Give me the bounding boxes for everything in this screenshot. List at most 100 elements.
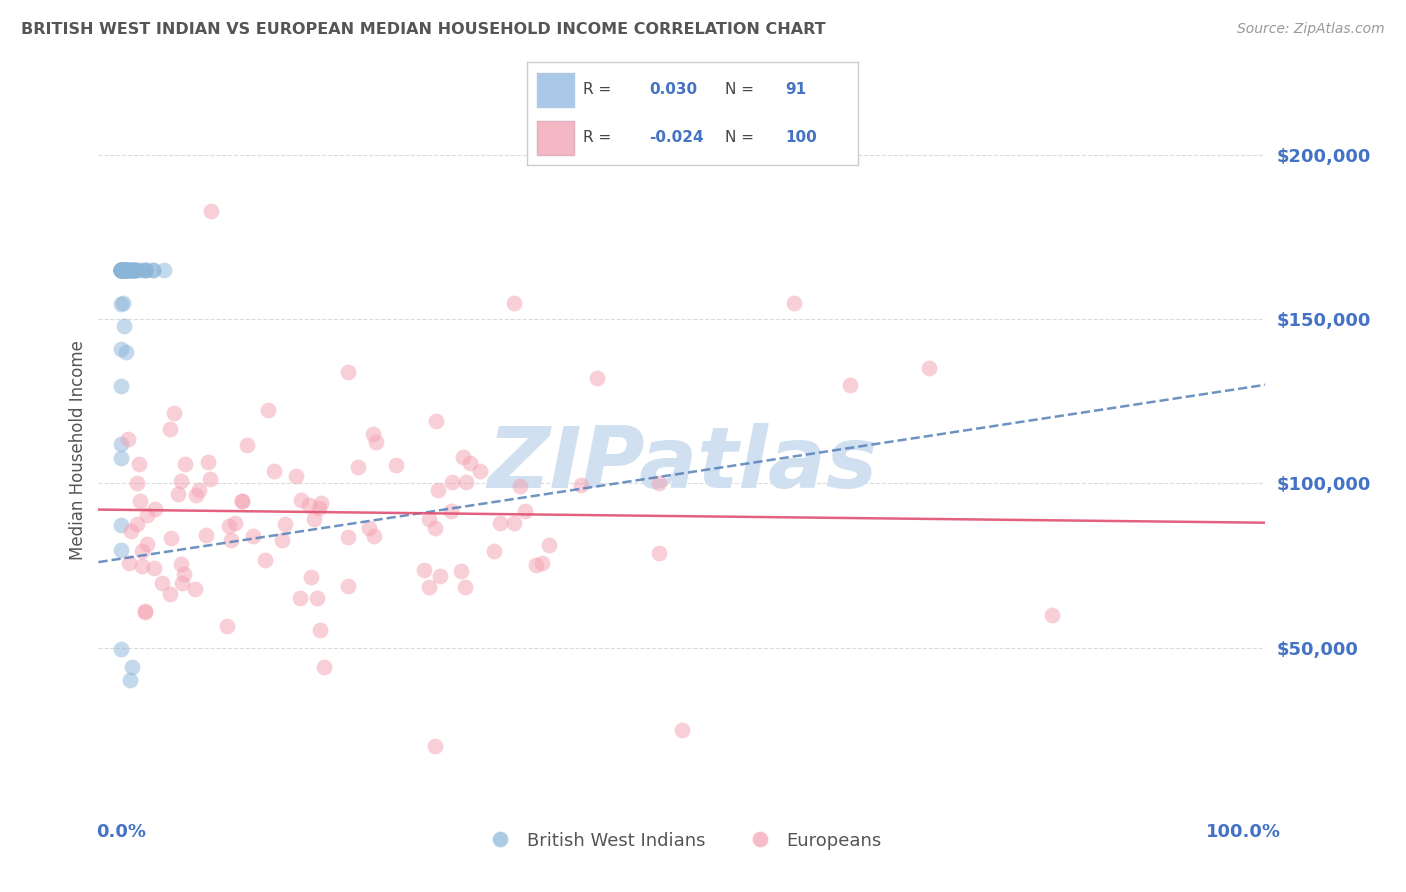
Point bbox=[110, 262, 132, 277]
Point bbox=[918, 361, 941, 376]
Point bbox=[112, 262, 135, 277]
Point bbox=[111, 262, 134, 277]
Point bbox=[200, 203, 222, 218]
Point bbox=[314, 659, 336, 673]
Point bbox=[112, 262, 135, 277]
Point bbox=[134, 606, 156, 620]
Point bbox=[134, 262, 156, 277]
Point bbox=[299, 570, 322, 584]
Point bbox=[111, 262, 134, 277]
Point bbox=[163, 406, 186, 420]
Point bbox=[121, 660, 143, 674]
Text: 100: 100 bbox=[785, 130, 817, 145]
Point bbox=[242, 529, 264, 543]
Point bbox=[440, 475, 463, 490]
Point bbox=[531, 556, 554, 570]
Point bbox=[110, 297, 132, 311]
Point bbox=[219, 533, 242, 547]
Point bbox=[127, 476, 149, 491]
Point bbox=[129, 262, 152, 277]
Point bbox=[429, 569, 451, 583]
Point bbox=[110, 262, 132, 277]
Point bbox=[839, 377, 862, 392]
Point bbox=[453, 580, 475, 594]
Point bbox=[122, 262, 145, 277]
Point bbox=[134, 604, 156, 618]
Point bbox=[112, 262, 135, 277]
Point bbox=[115, 262, 138, 277]
Point bbox=[124, 262, 146, 277]
Point bbox=[120, 524, 142, 538]
Point bbox=[142, 262, 165, 277]
Point bbox=[110, 262, 132, 277]
Point bbox=[114, 262, 136, 277]
Point bbox=[110, 437, 132, 451]
Point bbox=[153, 262, 176, 277]
Point bbox=[256, 403, 278, 417]
Point bbox=[488, 516, 510, 530]
Point bbox=[215, 619, 238, 633]
Point bbox=[197, 455, 219, 469]
Legend: British West Indians, Europeans: British West Indians, Europeans bbox=[475, 824, 889, 857]
Point bbox=[125, 262, 148, 277]
Point bbox=[117, 557, 139, 571]
Point bbox=[112, 262, 135, 277]
Point bbox=[159, 422, 181, 436]
Point bbox=[111, 262, 134, 277]
Text: R =: R = bbox=[583, 82, 617, 97]
Point bbox=[118, 262, 141, 277]
Point bbox=[423, 521, 446, 535]
Point bbox=[110, 641, 132, 656]
Point bbox=[187, 483, 209, 498]
Point bbox=[502, 295, 524, 310]
Point bbox=[648, 475, 671, 490]
Point bbox=[111, 262, 134, 277]
Point bbox=[125, 517, 148, 532]
Point bbox=[111, 262, 134, 277]
Text: N =: N = bbox=[725, 82, 759, 97]
Text: 91: 91 bbox=[785, 82, 806, 97]
Point bbox=[128, 493, 150, 508]
Point bbox=[120, 262, 142, 277]
Point bbox=[451, 450, 474, 465]
Point bbox=[135, 262, 157, 277]
Point bbox=[423, 739, 446, 753]
Point bbox=[336, 365, 359, 379]
Point bbox=[117, 432, 139, 446]
Point bbox=[115, 262, 138, 277]
Point bbox=[468, 464, 491, 478]
Point bbox=[111, 262, 134, 277]
Point bbox=[112, 262, 135, 277]
Point bbox=[426, 483, 449, 497]
Point bbox=[143, 561, 166, 575]
Point bbox=[302, 511, 325, 525]
Point bbox=[120, 262, 142, 277]
Point bbox=[128, 457, 150, 471]
Point bbox=[159, 587, 181, 601]
Point bbox=[124, 262, 146, 277]
Point bbox=[112, 295, 135, 310]
Text: -0.024: -0.024 bbox=[650, 130, 704, 145]
Point bbox=[1040, 607, 1063, 622]
Point bbox=[111, 262, 134, 277]
Point bbox=[253, 553, 276, 567]
Point bbox=[308, 624, 330, 638]
Point bbox=[136, 508, 159, 522]
Point bbox=[110, 517, 132, 532]
Point bbox=[218, 518, 240, 533]
Point bbox=[110, 262, 132, 277]
Point bbox=[120, 262, 142, 277]
Point bbox=[110, 379, 132, 393]
Point bbox=[111, 262, 134, 277]
Point bbox=[111, 262, 134, 277]
Point bbox=[111, 262, 134, 277]
Point bbox=[131, 558, 153, 573]
Point bbox=[273, 517, 295, 532]
Point bbox=[783, 295, 806, 310]
Point bbox=[537, 538, 560, 552]
Point bbox=[524, 558, 547, 573]
Point bbox=[114, 262, 136, 277]
Point bbox=[271, 533, 294, 548]
Point bbox=[110, 450, 132, 465]
Point bbox=[366, 435, 388, 450]
